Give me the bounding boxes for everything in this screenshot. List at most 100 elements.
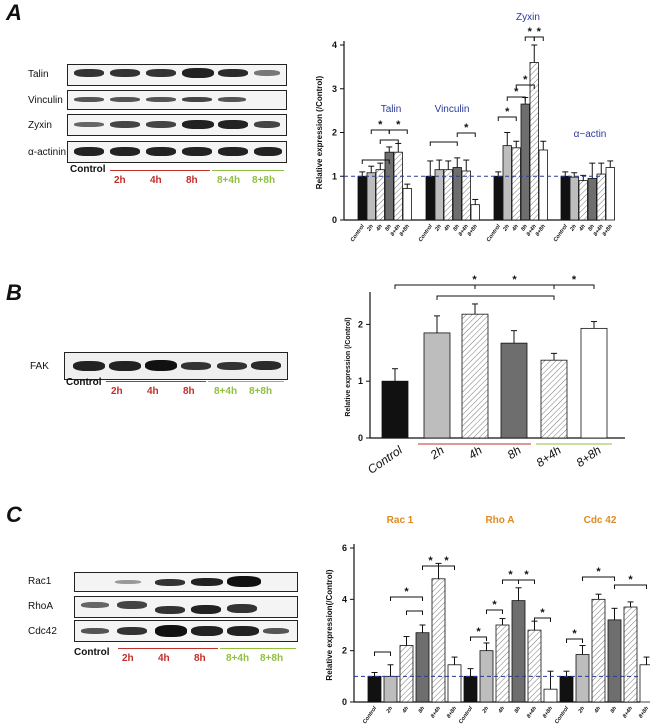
lane-label-4h-b: 4h: [147, 386, 159, 397]
lane-label-8plus8h: 8+8h: [252, 175, 276, 186]
chart-a-x-tick-label: 8h: [587, 223, 596, 232]
chart-c-rhoa-sig-bracket: [486, 609, 503, 614]
chart-c-cdc42-sig-bracket: [614, 584, 647, 589]
blot-label-talin: Talin: [28, 69, 49, 80]
chart-c-rhoa-sig-bracket: [518, 579, 535, 584]
chart-a-zyxin-sig-bracket: [515, 84, 535, 89]
chart-c-ytick-label: 6: [342, 543, 347, 553]
chart-a-x-tick-label: 4h: [578, 223, 588, 233]
chart-a-x-tick-label: 4h: [375, 223, 385, 233]
chart-c-y-axis-label: Relative expression(/Control): [325, 569, 334, 680]
chart-c-cdc42-sig-star: *: [572, 628, 577, 640]
blot-label-vinculin: Vinculin: [28, 95, 63, 106]
chart-c-ytick-label: 0: [342, 697, 347, 707]
chart-c-rhoa-bar: [495, 624, 510, 703]
chart-b-bar: [580, 327, 608, 439]
chart-c-rhoa-sig-bracket: [534, 617, 551, 622]
chart-a-talin-sig-bracket: [388, 129, 408, 134]
chart-a-ytick-label: 1: [332, 171, 337, 181]
chart-c-rac1-sig-star: *: [404, 586, 409, 598]
chart-c-rhoa-bar: [511, 600, 526, 703]
chart-b-bar: [540, 359, 568, 439]
chart-c-group-title-cdc42: Cdc 42: [584, 515, 617, 526]
chart-c-cdc42-bar: [623, 606, 638, 703]
lane-label-8plus8h-b: 8+8h: [249, 386, 273, 397]
chart-c-x-tick-label: 8h: [514, 705, 523, 714]
lane-label-2h-b: 2h: [111, 386, 123, 397]
chart-c-x-tick-label: 8+4h: [430, 705, 443, 719]
chart-c-x-tick-label: 4h: [497, 705, 507, 715]
chart-a-ytick-label: 3: [332, 84, 337, 94]
lane-label-8h-b: 8h: [183, 386, 195, 397]
chart-c-rac1-sig-bracket: [406, 610, 423, 615]
chart-a-talin-sig-star: *: [396, 119, 401, 131]
chart-c-cdc42-bar: [559, 675, 574, 703]
chart-a-vinculin-sig-star: *: [464, 122, 469, 134]
chart-c-x-tick-label: 2h: [481, 705, 491, 715]
chart-c-x-tick-label: 8h: [610, 705, 619, 714]
lane-label-8h: 8h: [186, 175, 198, 186]
chart-c-rhoa-sig-bracket: [470, 636, 487, 641]
blot-label-rhoa: RhoA: [28, 601, 54, 612]
chart-a-ytick-label: 2: [332, 128, 337, 138]
chart-a-x-tick-label: 4h: [511, 223, 521, 233]
lane-label-8plus8h-c: 8+8h: [260, 653, 284, 664]
chart-c-x-tick-label: 8h: [418, 705, 427, 714]
chart-a-zyxin-sig-bracket: [506, 96, 526, 101]
chart-a-group-title-vinculin: Vinculin: [435, 104, 470, 115]
chart-b-y-axis-label: Relative expression (/Control): [345, 317, 352, 416]
chart-c-x-tick-label: 8+8h: [638, 705, 650, 719]
blot-rac1: [74, 572, 298, 592]
chart-a-group-title-alpha-actin: α−actin: [574, 129, 607, 140]
chart-b-bar: [381, 380, 409, 439]
chart-c-cdc42-bar: [575, 654, 590, 703]
chart-c-rac1-bar: [415, 632, 430, 703]
chart-c-rac1-sig-bracket: [438, 565, 455, 570]
chart-b-x-tick-label: 2h: [427, 443, 447, 463]
lane-label-4h: 4h: [150, 175, 162, 186]
chart-a-zyxin-sig-star: *: [528, 26, 533, 38]
chart-c-group-title-rhoa: Rho A: [485, 515, 514, 526]
panel-label-a: A: [6, 0, 22, 25]
chart-a-zyxin-sig-bracket: [533, 36, 544, 41]
chart-c-x-tick-label: Control: [458, 705, 474, 725]
chart-c-rac1-bar: [447, 664, 462, 703]
chart-c-x-tick-label: Control: [362, 705, 378, 725]
chart-c-rac1-sig-bracket: [390, 596, 423, 601]
chart-b-sig-star: *: [572, 274, 577, 286]
chart-c-rac1-bar: [431, 578, 446, 703]
chart-a-x-tick-label: 8h: [384, 223, 393, 232]
lane-label-control: Control: [70, 164, 106, 175]
chart-c-x-tick-label: 8+8h: [542, 705, 555, 719]
chart-c-cdc42-sig-bracket: [582, 576, 615, 581]
blot-rhoa: [74, 596, 298, 618]
blot-cdc42: [74, 620, 298, 642]
chart-c-rhoa-bar: [463, 675, 478, 703]
red-bracket-line-b: [106, 381, 206, 382]
blot-label-alpha-actinin: α-actinin: [28, 147, 67, 158]
chart-b-bar: [423, 332, 451, 439]
green-bracket-line-c: [220, 648, 296, 649]
blot-label-zyxin: Zyxin: [28, 120, 52, 131]
chart-c-cdc42-bar: [591, 598, 606, 703]
chart-c-cdc42-sig-star: *: [596, 566, 601, 578]
lane-label-2h: 2h: [114, 175, 126, 186]
chart-c-ytick-label: 2: [342, 646, 347, 656]
chart-b-ytick-label: 1: [358, 376, 363, 386]
chart-b-sig-bracket: [553, 284, 595, 289]
chart-c-rhoa-bar: [527, 629, 542, 703]
chart-a-x-tick-label: 2h: [366, 223, 376, 233]
chart-c-x-tick-label: 4h: [401, 705, 411, 715]
lane-label-8plus4h-b: 8+4h: [214, 386, 238, 397]
lane-label-control-c: Control: [74, 647, 110, 658]
blot-label-rac1: Rac1: [28, 576, 52, 587]
panel-label-c: C: [6, 502, 22, 527]
chart-b-ytick-label: 0: [358, 433, 363, 443]
chart-a-zyxin-sig-bracket: [497, 116, 517, 121]
chart-a-group-title-zyxin: Zyxin: [516, 12, 540, 23]
chart-c-x-tick-label: 2h: [577, 705, 587, 715]
chart-c-rhoa-sig-star: *: [524, 569, 529, 581]
chart-a-zyxin-sig-star: *: [514, 86, 519, 98]
